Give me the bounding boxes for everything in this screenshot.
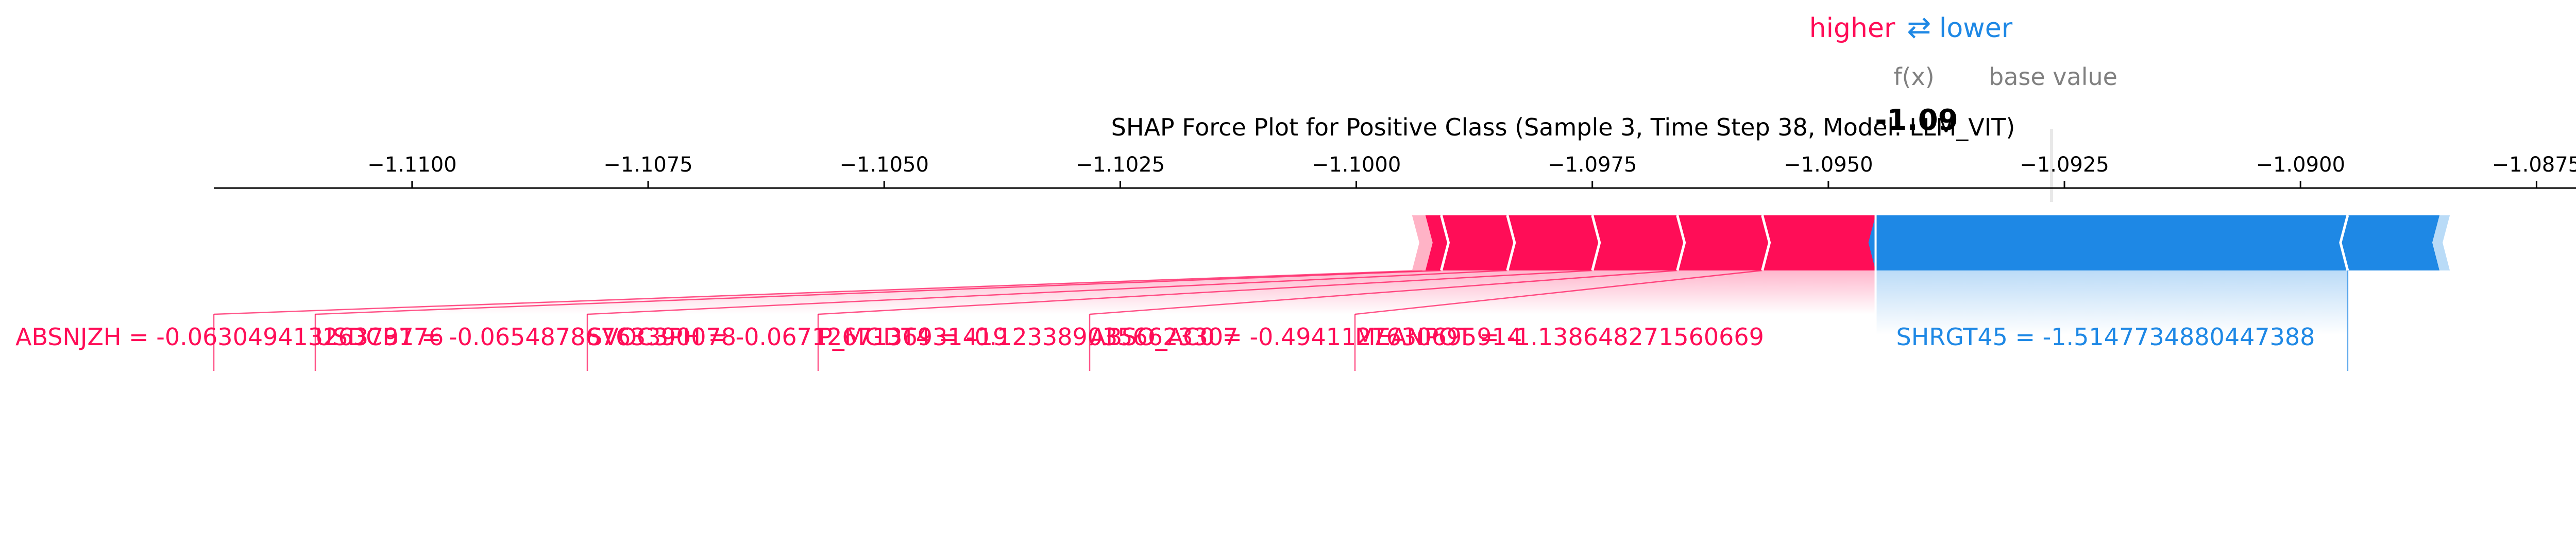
legend-lower: lower	[1939, 13, 2013, 44]
output-value: -1.09	[1875, 104, 1958, 137]
force-bar-positive	[1677, 215, 1770, 270]
x-tick-label: −1.1025	[1076, 153, 1165, 177]
force-bar-negative	[2340, 215, 2440, 270]
force-bars	[1412, 212, 2450, 371]
force-bar-positive	[1441, 215, 1515, 270]
fx-label: f(x)	[1893, 63, 1934, 91]
segment-separator	[1440, 215, 1450, 271]
segment-separator	[1676, 215, 1686, 271]
feature-connector-fill	[1355, 270, 1876, 314]
feature-label-connectors	[213, 269, 2349, 371]
force-bar-negative-tail	[2432, 215, 2450, 270]
feature-connector-line	[818, 269, 1592, 315]
x-tick-label: −1.1100	[367, 153, 456, 177]
feature-connector-fill	[1090, 270, 1762, 314]
feature-label-positive: P_MGDT4 = -0.1233890356623307	[818, 323, 1238, 351]
feature-connector-line	[213, 269, 1422, 315]
force-bar-negative	[1868, 215, 2348, 270]
base-value-label: base value	[1989, 63, 2117, 91]
feature-connector-line	[315, 269, 1442, 315]
feature-label-positive: SVOC3PH = -0.0671267136931419	[587, 323, 1008, 351]
x-tick-label: −1.1000	[1312, 153, 1401, 177]
x-tick-label: −1.0975	[1548, 153, 1637, 177]
x-tick-label: −1.1075	[603, 153, 692, 177]
segment-separator	[2339, 215, 2349, 271]
legend: higher ⇄ lower	[1809, 11, 2013, 44]
feature-label-positive: ABSNJZH = -0.06304941326379776	[15, 323, 444, 351]
feature-connector-fill	[1875, 270, 2348, 335]
x-tick-label: −1.0950	[1784, 153, 1873, 177]
x-tick-label: −1.1050	[839, 153, 928, 177]
x-tick-label: −1.0875	[2492, 153, 2576, 177]
segment-separator	[1591, 215, 1601, 271]
force-bar-positive	[1507, 215, 1600, 270]
feature-connector-line	[1354, 269, 1762, 315]
feature-label-positive: USDCB1 = -0.06548786763390078	[315, 323, 736, 351]
force-bar-positive-tail	[1412, 215, 1433, 270]
feature-connector-line	[1089, 269, 1677, 315]
segment-separator	[1761, 215, 1771, 271]
force-bar-positive	[1592, 215, 1685, 270]
chart-title: SHAP Force Plot for Positive Class (Samp…	[1111, 113, 2015, 141]
feature-label-positive: ABSO_AC0 = -0.4941127630695914	[1090, 323, 1522, 351]
feature-connector-line	[587, 269, 1507, 315]
x-axis: −1.1100 −1.1075 −1.1050 −1.1025 −1.1000 −1.09…	[214, 153, 2576, 189]
segment-separator	[1506, 215, 1516, 271]
feature-connector-fill	[587, 270, 1592, 314]
x-tick-label: −1.0900	[2256, 153, 2345, 177]
force-bar-positive	[1762, 215, 1883, 270]
feature-connector-fill	[818, 270, 1677, 314]
legend-higher: higher	[1809, 13, 1895, 44]
feature-label-positive: MEANPOT = -1.138648271560669	[1355, 323, 1764, 351]
legend-arrow-icon: ⇄	[1907, 11, 1931, 44]
x-tick-label: −1.0925	[2020, 153, 2109, 177]
feature-label-negative: SHRGT45 = -1.5147734880447388	[1896, 323, 2315, 351]
